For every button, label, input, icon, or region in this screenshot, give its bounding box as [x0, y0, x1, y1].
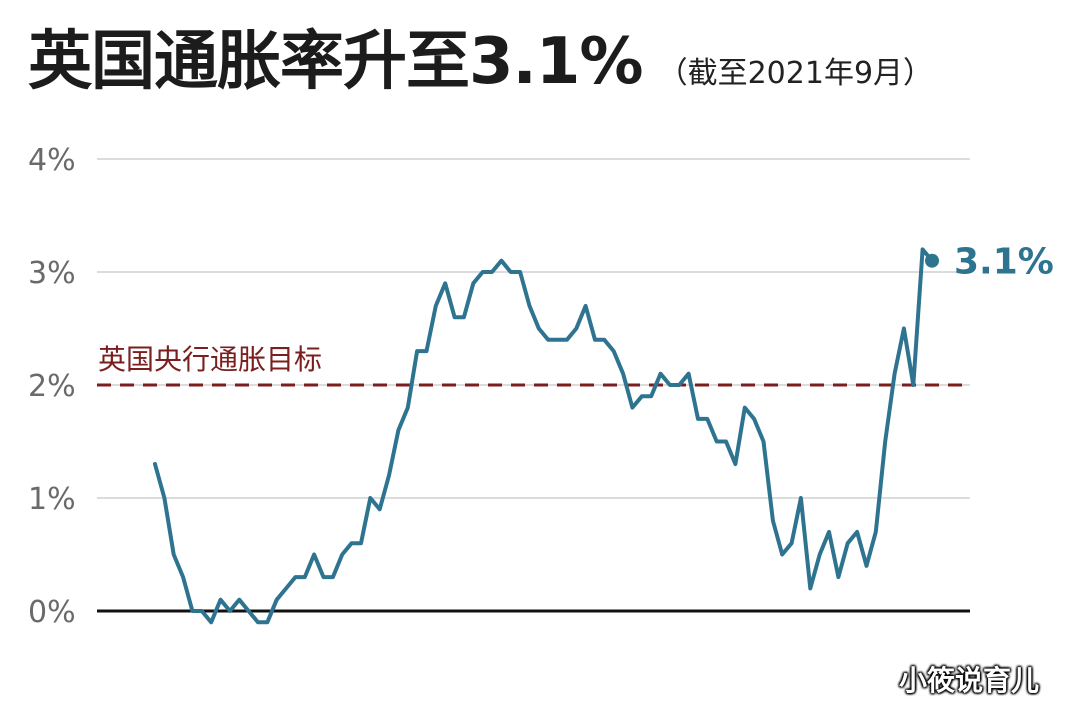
y-tick-label: 0% — [28, 595, 76, 630]
chart-subtitle: （截至2021年9月） — [657, 56, 934, 91]
series-end-label: 3.1% — [954, 242, 1054, 283]
y-tick-label: 3% — [28, 256, 76, 291]
y-tick-label: 2% — [28, 369, 76, 404]
y-tick-label: 4% — [28, 143, 76, 178]
target-reference-label: 英国央行通胀目标 — [98, 343, 322, 376]
chart-title: 英国通胀率升至3.1% — [28, 25, 643, 99]
chart-title-block: 英国通胀率升至3.1% （截至2021年9月） — [28, 10, 933, 102]
inflation-series-line — [153, 247, 934, 625]
series-end-point — [925, 253, 939, 268]
y-tick-label: 1% — [28, 482, 76, 517]
watermark: 小筱说育儿 — [898, 664, 1039, 697]
